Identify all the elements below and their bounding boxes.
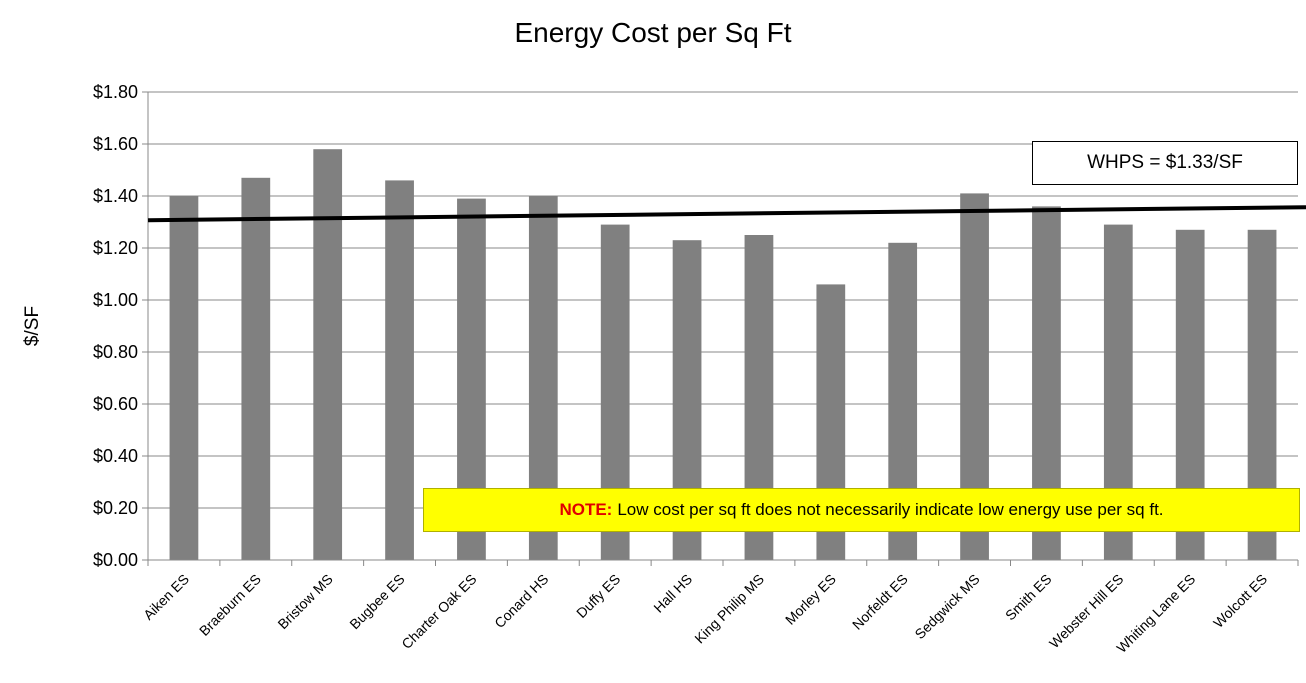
- x-tick-label: Smith ES: [1002, 571, 1055, 624]
- x-tick-label: Webster Hill ES: [1046, 571, 1126, 651]
- x-tick-label: Wolcott ES: [1210, 571, 1270, 631]
- note-text: Low cost per sq ft does not necessarily …: [617, 500, 1164, 519]
- y-tick-label: $0.20: [93, 498, 138, 518]
- x-tick-label: Whiting Lane ES: [1113, 571, 1198, 656]
- x-tick-label: Norfeldt ES: [849, 571, 911, 633]
- reference-line-label: WHPS = $1.33/SF: [1032, 141, 1298, 185]
- x-tick-label: Sedgwick MS: [911, 571, 982, 642]
- bar: [385, 180, 414, 560]
- y-tick-label: $1.00: [93, 290, 138, 310]
- x-tick-label: Charter Oak ES: [398, 571, 479, 652]
- x-tick-label: Braeburn ES: [196, 571, 264, 639]
- y-axis-label: $/SF: [22, 306, 43, 346]
- x-tick-labels: Aiken ES Braeburn ES Bristow MS Bugbee ESCh…: [140, 571, 1270, 656]
- y-tick-label: $1.60: [93, 134, 138, 154]
- bar: [313, 149, 343, 560]
- y-tick-label: $1.40: [93, 186, 138, 206]
- x-tick-label: Bristow MS: [274, 571, 335, 632]
- bar: [169, 196, 199, 560]
- axes: [147, 92, 1299, 566]
- reference-line: [147, 205, 1306, 223]
- x-tick-label: Morley ES: [782, 571, 839, 628]
- y-tick-label: $0.80: [93, 342, 138, 362]
- y-tick-label: $1.20: [93, 238, 138, 258]
- chart-title: Energy Cost per Sq Ft: [514, 17, 791, 48]
- note-callout: NOTE: Low cost per sq ft does not necess…: [423, 488, 1300, 532]
- x-tick-label: Conard HS: [491, 571, 551, 631]
- y-tick-labels: $0.00 $0.20 $0.40 $0.60 $0.80 $1.00 $1.20 $1.40…: [93, 82, 138, 570]
- y-tick-label: $1.80: [93, 82, 138, 102]
- x-tick-label: King Philip MS: [691, 571, 767, 647]
- x-tick-label: Hall HS: [650, 571, 695, 616]
- y-tick-label: $0.00: [93, 550, 138, 570]
- y-tick-label: $0.60: [93, 394, 138, 414]
- x-tick-label: Bugbee ES: [346, 571, 407, 632]
- y-tick-label: $0.40: [93, 446, 138, 466]
- x-tick-label: Duffy ES: [573, 571, 623, 621]
- bar: [241, 177, 271, 561]
- note-label: NOTE:: [559, 500, 613, 519]
- x-tick-label: Aiken ES: [140, 571, 192, 623]
